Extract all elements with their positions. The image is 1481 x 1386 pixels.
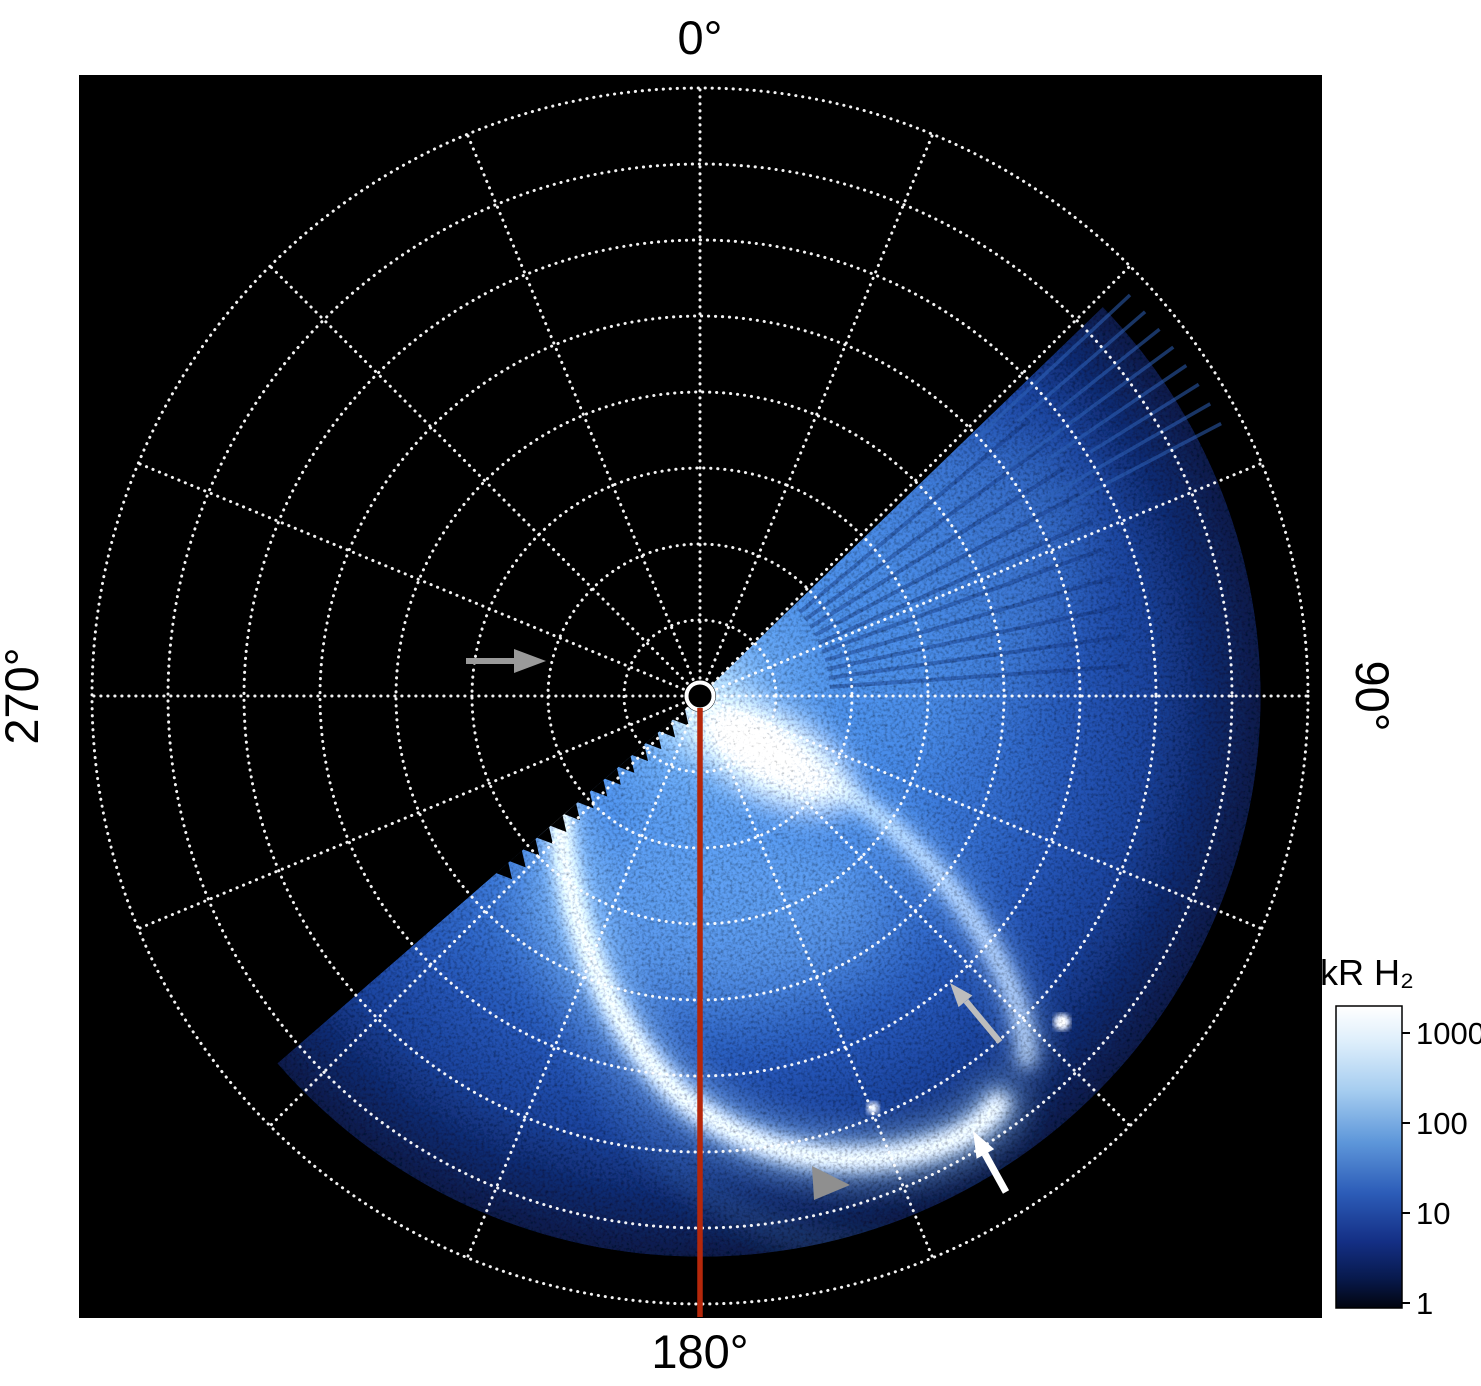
- arrow-mid-lightgray-head-icon: [950, 983, 973, 1008]
- arrow-lower-white-shaft: [981, 1152, 1010, 1194]
- secondary-arc: [828, 778, 1035, 1068]
- inner-bright-patch: [715, 716, 797, 772]
- bright-knot: [867, 1102, 879, 1114]
- colorbar: kR H₂ 1000 100 10 1: [1320, 952, 1481, 1321]
- pole-marker: [684, 680, 716, 712]
- colorbar-label-1: 1: [1416, 1286, 1433, 1321]
- arrow-left-gray: [466, 649, 546, 673]
- edge-streaks: [976, 293, 1222, 509]
- colorbar-gradient-bar: [1335, 1005, 1403, 1309]
- arrow-lower-white: [973, 1131, 1010, 1194]
- angle-label-180: 180°: [651, 1325, 748, 1378]
- colorbar-label-1000: 1000: [1416, 1016, 1481, 1051]
- arrow-mid-lightgray-shaft: [963, 999, 1003, 1044]
- jagged-inner-edge: [496, 709, 689, 880]
- arrow-lower-white-head-icon: [973, 1131, 995, 1159]
- arrow-left-gray-head-icon: [514, 649, 546, 673]
- main-auroral-arc: [547, 774, 1009, 1170]
- angle-label-90: 90°: [1346, 660, 1399, 731]
- arrowhead-bottom-gray-icon: [812, 1166, 850, 1200]
- colorbar-label-100: 100: [1416, 1106, 1468, 1141]
- colorbar-label-10: 10: [1416, 1196, 1450, 1231]
- angle-label-270: 270°: [0, 647, 48, 744]
- angle-label-0: 0°: [678, 11, 723, 64]
- colorbar-title: kR H₂: [1320, 952, 1414, 993]
- bright-spot: [1054, 1014, 1070, 1030]
- arrow-mid-lightgray: [950, 983, 1003, 1044]
